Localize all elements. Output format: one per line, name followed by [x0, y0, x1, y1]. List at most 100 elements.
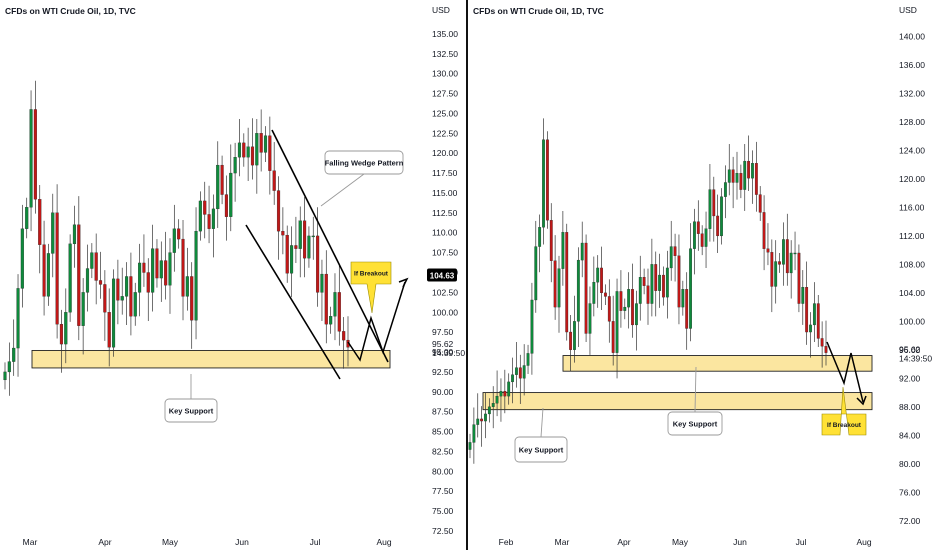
candle [592, 282, 596, 304]
candle [194, 230, 198, 321]
candle [29, 109, 33, 208]
callout-label: Falling Wedge Pattern [325, 159, 404, 168]
y-tick-label: 128.00 [899, 117, 925, 127]
candle [762, 212, 766, 249]
candle [720, 196, 723, 237]
candle [642, 277, 646, 286]
price-tag-label: 104.63 [430, 271, 455, 280]
candle [3, 371, 7, 381]
candle [812, 303, 816, 326]
y-tick-label: 110.00 [432, 228, 458, 238]
candle [90, 252, 94, 269]
candle [181, 238, 185, 297]
candle [565, 232, 569, 333]
candle [499, 390, 503, 397]
candle [472, 424, 476, 443]
candle [207, 214, 211, 229]
right-chart[interactable]: USD 140.00 136.00 132.00 128.00 124.00 120.00 1… [468, 0, 932, 550]
if-breakout-tag [350, 261, 392, 314]
callout-box [667, 411, 723, 436]
candle [507, 381, 511, 397]
key-support-zone [31, 349, 391, 369]
callout-box [324, 150, 404, 175]
candle [530, 299, 534, 354]
x-tick-label: Apr [617, 537, 630, 547]
candle [20, 228, 24, 289]
candle [259, 133, 263, 153]
left-chart-panel[interactable]: CFDs on WTI Crude Oil, 1D, TVC USD 135.00… [0, 0, 466, 550]
candle [307, 235, 311, 259]
candle [766, 248, 770, 253]
candle [311, 235, 315, 238]
callout-label: Key Support [673, 420, 718, 429]
candle [824, 346, 828, 353]
x-tick-label: Jul [310, 537, 321, 547]
candle [774, 261, 778, 287]
y-tick-label: 96.00 [899, 345, 921, 355]
candle [51, 212, 55, 254]
left-chart[interactable]: USD 135.00 132.50 130.00 127.50 125.00 122.50 1… [0, 0, 466, 550]
y-tick-label: 132.00 [899, 88, 925, 98]
candle [59, 324, 64, 345]
candle [623, 306, 627, 311]
x-tick-label: Jun [235, 537, 249, 547]
candle [600, 267, 603, 294]
candle [669, 246, 673, 269]
candle [129, 276, 133, 317]
candle [712, 189, 716, 217]
x-tick-label: May [672, 537, 689, 547]
candle [125, 276, 129, 297]
y-tick-label: 124.00 [899, 145, 925, 155]
y-tick-label: 136.00 [899, 60, 925, 70]
x-tick-label: Mar [555, 537, 570, 547]
x-tick-label: Jul [796, 537, 807, 547]
panel-divider[interactable] [466, 0, 468, 550]
candle [94, 252, 98, 281]
candle [468, 442, 472, 450]
y-tick-label: 108.00 [899, 259, 925, 269]
x-tick-label: May [162, 537, 179, 547]
candle [580, 242, 584, 261]
candle [557, 268, 561, 308]
wedge-upper-line [271, 129, 389, 363]
candle [654, 264, 658, 291]
candle [146, 272, 150, 293]
candle [491, 403, 495, 407]
x-tick-label: Jun [733, 537, 747, 547]
y-tick-label: 80.00 [899, 459, 921, 469]
candle [789, 252, 793, 274]
candle [561, 232, 565, 269]
candle [142, 262, 146, 273]
candle [476, 418, 480, 425]
candle [116, 278, 120, 301]
candle [619, 291, 623, 311]
candle [650, 264, 654, 304]
right-chart-panel[interactable]: CFDs on WTI Crude Oil, 1D, TVC USD 140.00… [468, 0, 932, 550]
candle [55, 212, 59, 325]
candle [662, 274, 665, 298]
candle [503, 390, 507, 397]
y-tick-label: 77.50 [432, 486, 454, 496]
y-tick-label: 82.50 [432, 446, 454, 456]
candle [646, 285, 650, 304]
x-tick-label: Apr [98, 537, 111, 547]
candle [588, 303, 592, 334]
candle [111, 278, 116, 348]
candle [708, 189, 712, 229]
projection-path [347, 281, 406, 362]
candle [107, 312, 111, 348]
y-tick-label: 117.50 [432, 168, 458, 178]
candle [229, 172, 233, 217]
candle [522, 365, 526, 379]
candle [785, 239, 789, 274]
candle [211, 208, 215, 229]
candle [190, 276, 194, 321]
candle [677, 255, 681, 308]
candle [120, 296, 124, 301]
candle [631, 289, 634, 326]
candle [731, 169, 735, 183]
projection-arrowhead [856, 395, 867, 406]
candle [770, 252, 774, 287]
candle [133, 292, 137, 317]
candle [673, 246, 677, 256]
